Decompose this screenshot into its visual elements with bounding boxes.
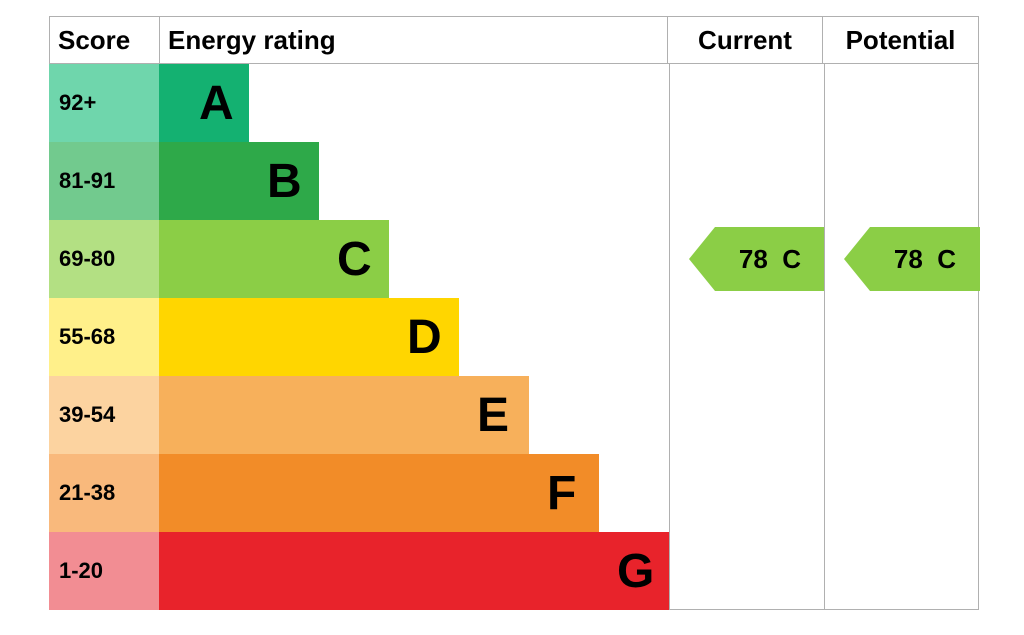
header-score: Score bbox=[50, 17, 160, 63]
rating-row-f: 21-38 F bbox=[49, 454, 979, 532]
header-current: Current bbox=[668, 17, 823, 63]
score-range: 39-54 bbox=[49, 376, 159, 454]
score-range: 21-38 bbox=[49, 454, 159, 532]
rating-bar: G bbox=[159, 532, 669, 610]
rows-container: 92+ A 81-91 B 69-80 C 55-68 D 39-54 E 21-38 F 1-20 G bbox=[49, 64, 979, 610]
rating-letter: E bbox=[477, 388, 509, 443]
energy-rating-chart: Score Energy rating Current Potential 92… bbox=[49, 16, 979, 610]
rating-letter: C bbox=[337, 232, 372, 287]
rating-row-e: 39-54 E bbox=[49, 376, 979, 454]
header-row: Score Energy rating Current Potential bbox=[49, 16, 979, 64]
rating-letter: G bbox=[617, 544, 654, 599]
rating-letter: B bbox=[267, 154, 302, 209]
rating-letter: D bbox=[407, 310, 442, 365]
score-range: 69-80 bbox=[49, 220, 159, 298]
rating-bar: E bbox=[159, 376, 529, 454]
score-range: 92+ bbox=[49, 64, 159, 142]
rating-bar: A bbox=[159, 64, 249, 142]
rating-bar: C bbox=[159, 220, 389, 298]
score-range: 81-91 bbox=[49, 142, 159, 220]
header-potential: Potential bbox=[823, 17, 978, 63]
rating-bar: B bbox=[159, 142, 319, 220]
rating-bar: F bbox=[159, 454, 599, 532]
rating-row-c: 69-80 C bbox=[49, 220, 979, 298]
rating-row-d: 55-68 D bbox=[49, 298, 979, 376]
rating-row-b: 81-91 B bbox=[49, 142, 979, 220]
rating-row-a: 92+ A bbox=[49, 64, 979, 142]
rating-bar: D bbox=[159, 298, 459, 376]
rating-row-g: 1-20 G bbox=[49, 532, 979, 610]
score-range: 55-68 bbox=[49, 298, 159, 376]
score-range: 1-20 bbox=[49, 532, 159, 610]
header-rating: Energy rating bbox=[160, 17, 668, 63]
rating-letter: A bbox=[199, 76, 234, 131]
rating-letter: F bbox=[547, 466, 576, 521]
